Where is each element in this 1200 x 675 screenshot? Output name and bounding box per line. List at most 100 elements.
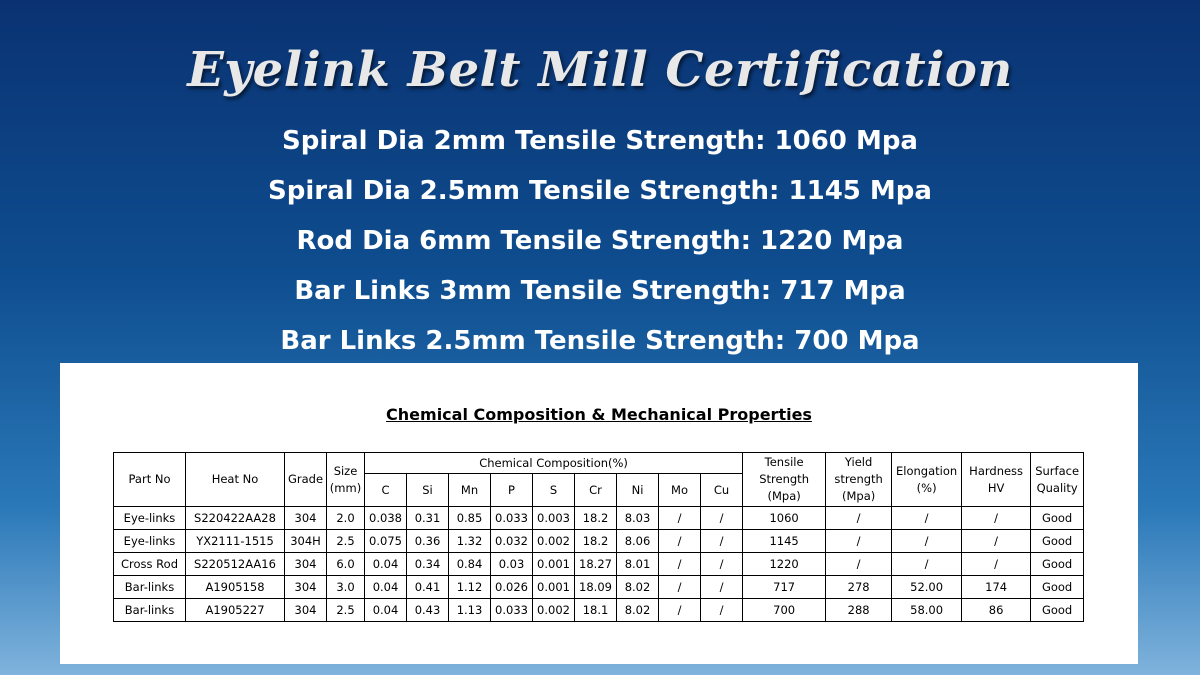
table-cell: / <box>658 575 701 599</box>
table-cell: Bar-links <box>113 575 186 599</box>
header-line: Yield <box>844 455 873 469</box>
table-cell: / <box>699 506 744 530</box>
table-cell: / <box>825 506 893 530</box>
table-cell: / <box>825 529 893 553</box>
table-cell: 18.2 <box>574 529 617 553</box>
header-element-ni: Ni <box>616 473 659 507</box>
table-cell: 304H <box>284 529 327 553</box>
table-cell: 0.34 <box>406 552 449 576</box>
table-body: Eye-links S220422AA28 304 2.0 0.038 0.31 0.85 0… <box>113 506 1085 622</box>
table-cell: 0.36 <box>406 529 449 553</box>
table-cell: 18.27 <box>574 552 617 576</box>
table-cell: Cross Rod <box>113 552 186 576</box>
table-cell: 304 <box>284 506 327 530</box>
table-cell: 174 <box>961 575 1032 599</box>
table-cell: S220512AA16 <box>185 552 285 576</box>
header-element-cu: Cu <box>699 473 744 507</box>
table-cell: / <box>891 552 963 576</box>
table-cell: 1.32 <box>448 529 491 553</box>
header-element-s: S <box>532 473 575 507</box>
header-element-c: C <box>364 473 407 507</box>
table-cell: 1.12 <box>448 575 491 599</box>
table-cell: 0.43 <box>406 598 449 622</box>
table-cell: 0.04 <box>364 552 407 576</box>
table-cell: 288 <box>825 598 893 622</box>
table-cell: / <box>658 529 701 553</box>
table-cell: 304 <box>284 552 327 576</box>
header-part-no: Part No <box>113 452 186 507</box>
table-cell: 2.0 <box>326 506 365 530</box>
table-cell: 0.033 <box>490 506 533 530</box>
spec-list: Spiral Dia 2mm Tensile Strength: 1060 Mp… <box>0 121 1200 371</box>
table-cell: / <box>699 529 744 553</box>
header-line: (%) <box>916 480 937 495</box>
table-cell: 2.5 <box>326 529 365 553</box>
spec-line: Bar Links 2.5mm Tensile Strength: 700 Mp… <box>280 326 920 356</box>
spec-line: Rod Dia 6mm Tensile Strength: 1220 Mpa <box>296 226 904 256</box>
table-cell: 8.02 <box>616 575 659 599</box>
table-cell: / <box>699 575 744 599</box>
table-row: Bar-links A1905158 304 3.0 0.04 0.41 1.12 0.026… <box>113 575 1085 599</box>
slide-title: Eyelink Belt Mill Certification <box>187 42 1013 98</box>
table-cell: 0.003 <box>532 506 575 530</box>
certificate-panel: Chemical Composition & Mechanical Proper… <box>60 363 1138 664</box>
table-cell: Eye-links <box>113 506 186 530</box>
header-size-unit: (mm) <box>329 480 362 495</box>
table-cell: Bar-links <box>113 598 186 622</box>
header-heat-no: Heat No <box>185 452 285 507</box>
header-tensile-strength: Tensile Strength (Mpa) <box>742 452 827 507</box>
table-cell: 304 <box>284 575 327 599</box>
table-cell: 3.0 <box>326 575 365 599</box>
table-cell: 1220 <box>742 552 827 576</box>
table-cell: / <box>658 598 701 622</box>
table-cell: / <box>825 552 893 576</box>
table-cell: 52.00 <box>891 575 963 599</box>
spec-line: Spiral Dia 2.5mm Tensile Strength: 1145 … <box>268 176 932 206</box>
header-line: Hardness <box>969 463 1024 478</box>
table-cell: / <box>961 552 1032 576</box>
table-cell: Good <box>1030 598 1085 622</box>
table-cell: 18.2 <box>574 506 617 530</box>
table-cell: / <box>891 506 963 530</box>
table-cell: 0.001 <box>532 575 575 599</box>
table-cell: 0.002 <box>532 598 575 622</box>
spec-line: Bar Links 3mm Tensile Strength: 717 Mpa <box>294 276 906 306</box>
table-cell: Eye-links <box>113 529 186 553</box>
header-grade: Grade <box>284 452 327 507</box>
table-cell: 717 <box>742 575 827 599</box>
table-cell: 8.01 <box>616 552 659 576</box>
table-cell: 0.038 <box>364 506 407 530</box>
table-cell: 0.001 <box>532 552 575 576</box>
table-cell: 8.06 <box>616 529 659 553</box>
table-cell: 18.09 <box>574 575 617 599</box>
header-surface-quality: Surface Quality <box>1030 452 1085 507</box>
header-elongation: Elongation (%) <box>891 452 963 507</box>
table-cell: 8.03 <box>616 506 659 530</box>
table-cell: 0.033 <box>490 598 533 622</box>
table-cell: A1905158 <box>185 575 285 599</box>
header-element-mo: Mo <box>658 473 701 507</box>
header-line: Quality <box>1036 480 1078 495</box>
table-cell: Good <box>1030 575 1085 599</box>
table-cell: S220422AA28 <box>185 506 285 530</box>
header-size-label: Size <box>333 463 358 478</box>
table-cell: 0.03 <box>490 552 533 576</box>
table-cell: 86 <box>961 598 1032 622</box>
table-cell: Good <box>1030 552 1085 576</box>
table-cell: 1.13 <box>448 598 491 622</box>
table-cell: 0.026 <box>490 575 533 599</box>
table-row: Eye-links S220422AA28 304 2.0 0.038 0.31 0.85 0… <box>113 506 1085 530</box>
header-line: HV <box>987 480 1005 495</box>
header-element-p: P <box>490 473 533 507</box>
table-cell: 304 <box>284 598 327 622</box>
header-line: (Mpa) <box>841 489 876 503</box>
table-cell: / <box>961 506 1032 530</box>
header-size: Size (mm) <box>326 452 365 507</box>
properties-table: Part No Heat No Grade Size (mm) Chemical … <box>113 452 1085 622</box>
table-cell: 0.41 <box>406 575 449 599</box>
header-line: strength <box>834 472 883 486</box>
header-line: Surface <box>1035 463 1080 478</box>
table-cell: 0.31 <box>406 506 449 530</box>
table-cell: 0.032 <box>490 529 533 553</box>
header-chemical-composition: Chemical Composition(%) <box>363 452 744 474</box>
